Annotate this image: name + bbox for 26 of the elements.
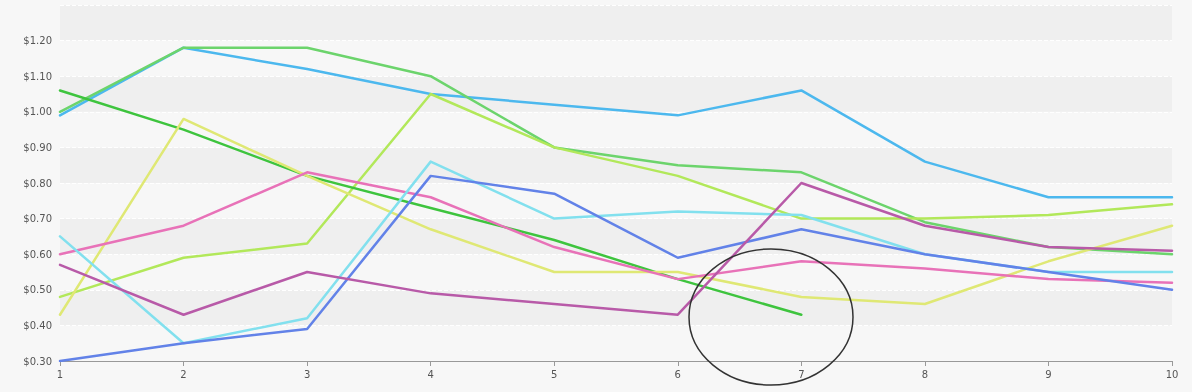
- y-tick-label: $1.20: [23, 35, 52, 47]
- y-tick-label: $1.00: [23, 106, 52, 118]
- y-tick-label: $0.70: [23, 213, 52, 225]
- line-series: [58, 174, 1174, 363]
- y-tick-label: $1.10: [23, 70, 52, 82]
- x-tick-label: 8: [921, 368, 929, 380]
- x-tick-label: 6: [674, 368, 681, 380]
- x-tick-label: 5: [551, 368, 558, 380]
- line-series: [58, 117, 1174, 316]
- x-tick-label: 3: [303, 368, 311, 380]
- y-tick-label: $0.50: [23, 284, 52, 296]
- line-series: [58, 171, 1174, 284]
- y-tick-label: $0.40: [23, 319, 52, 331]
- line-series: [58, 92, 1174, 299]
- x-tick-label: 2: [180, 368, 187, 380]
- y-tick-label: $0.30: [23, 355, 52, 367]
- line-series: [58, 181, 1174, 316]
- y-tick-label: $0.90: [23, 141, 52, 153]
- y-tick-label: $0.80: [23, 177, 52, 189]
- x-tick-label: 4: [427, 368, 434, 380]
- y-tick-label: $0.60: [23, 248, 52, 260]
- line-series: [58, 46, 1174, 199]
- x-tick-label: 7: [798, 368, 805, 380]
- x-tick-label: 9: [1045, 368, 1052, 380]
- x-tick-label: 10: [1165, 368, 1179, 380]
- x-tick-label: 1: [56, 368, 64, 380]
